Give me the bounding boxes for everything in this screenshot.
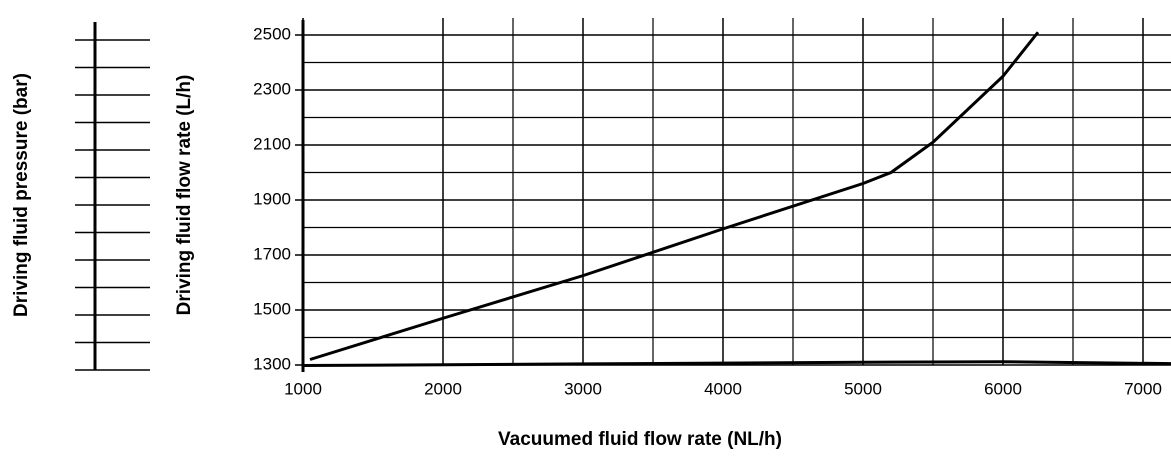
- x-tick-label: 3000: [564, 379, 602, 398]
- y-tick-label: 1900: [253, 189, 291, 208]
- x-tick-label: 6000: [984, 379, 1022, 398]
- x-tick-label: 1000: [284, 379, 322, 398]
- x-tick-label: 2000: [424, 379, 462, 398]
- x-axis-label: Vacuumed fluid flow rate (NL/h): [498, 429, 782, 450]
- x-tick-label: 7000: [1124, 379, 1162, 398]
- x-tick-label: 5000: [844, 379, 882, 398]
- x-tick-label: 4000: [704, 379, 742, 398]
- y-tick-label: 1700: [253, 244, 291, 263]
- line: [309, 31, 1040, 361]
- y-axis-label: Driving fluid flow rate (L/h): [174, 75, 195, 316]
- y-tick-label: 2500: [253, 24, 291, 43]
- y-tick-label: 1300: [253, 354, 291, 373]
- y-tick-label: 2100: [253, 134, 291, 153]
- y-tick-label: 1500: [253, 299, 291, 318]
- pressure-axis-label: Driving fluid pressure (bar): [11, 73, 32, 317]
- y-tick-label: 2300: [253, 79, 291, 98]
- line: [302, 360, 1171, 368]
